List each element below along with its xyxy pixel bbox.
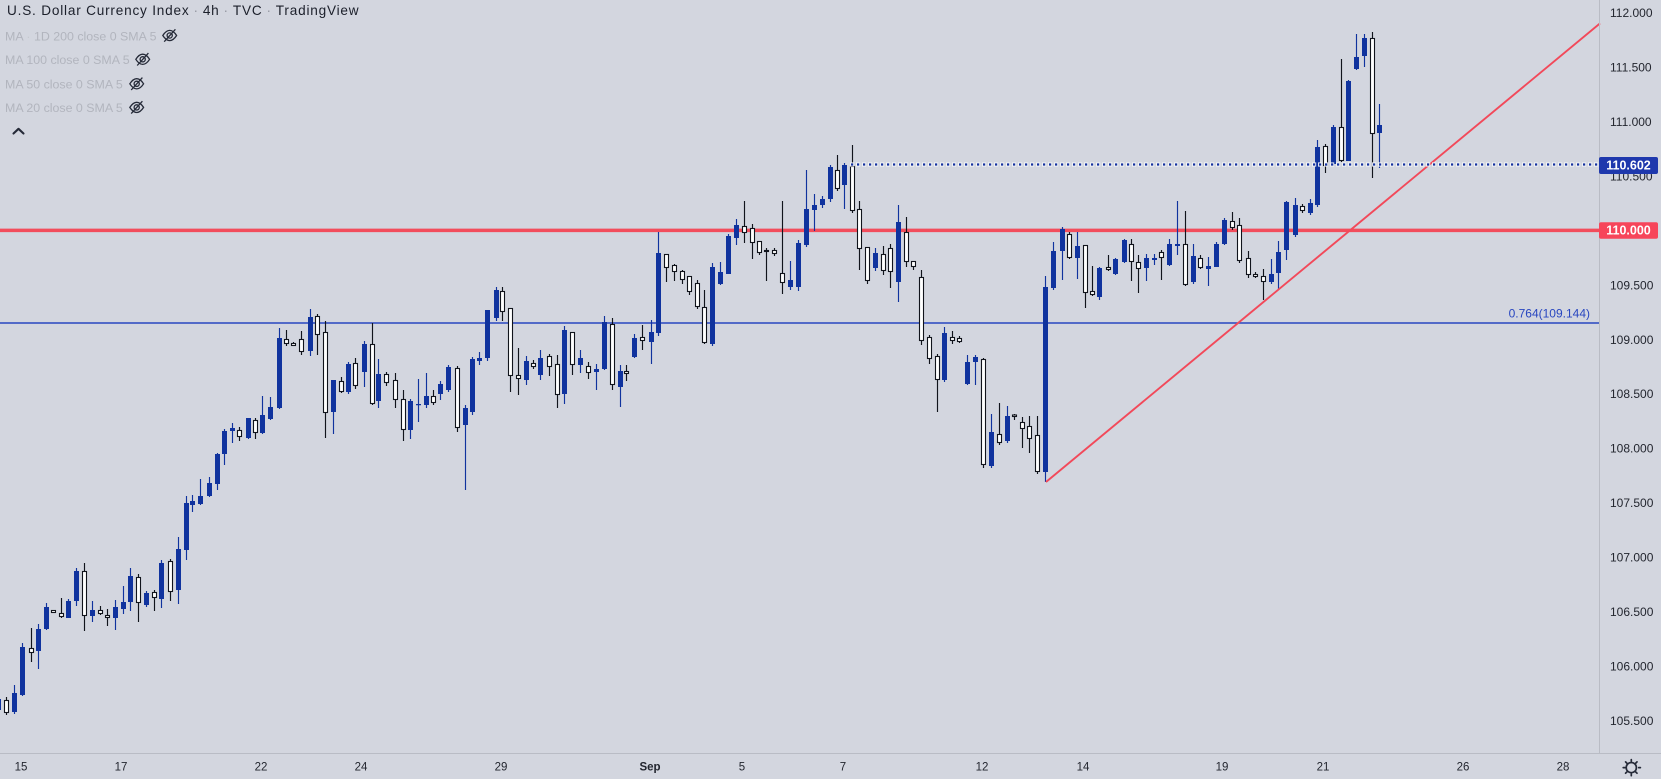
svg-text:19: 19 xyxy=(1216,762,1229,774)
svg-text:U.S. Dollar Currency Index·4h·: U.S. Dollar Currency Index · 4h · TVC · Tradin… xyxy=(7,3,359,18)
svg-text:28: 28 xyxy=(1557,762,1570,774)
svg-text:12: 12 xyxy=(976,762,989,774)
svg-text:109.500: 109.500 xyxy=(1610,278,1654,292)
svg-text:26: 26 xyxy=(1457,762,1470,774)
svg-text:106.000: 106.000 xyxy=(1610,659,1654,673)
svg-text:110.000: 110.000 xyxy=(1606,224,1651,238)
svg-text:0.764(109.144): 0.764(109.144) xyxy=(1509,307,1590,321)
svg-text:14: 14 xyxy=(1077,762,1090,774)
svg-text:107.500: 107.500 xyxy=(1610,496,1654,510)
svg-text:15: 15 xyxy=(15,762,28,774)
svg-text:107.000: 107.000 xyxy=(1610,551,1654,565)
svg-text:MA · 1D 200 close 0 SMA 5: MA · 1D 200 close 0 SMA 5 xyxy=(5,29,157,43)
svg-text:111.000: 111.000 xyxy=(1610,115,1652,129)
svg-text:21: 21 xyxy=(1317,762,1330,774)
svg-text:7: 7 xyxy=(840,762,846,774)
svg-text:105.500: 105.500 xyxy=(1610,714,1654,728)
svg-text:106.500: 106.500 xyxy=(1610,605,1654,619)
svg-text:109.000: 109.000 xyxy=(1610,333,1654,347)
svg-text:108.500: 108.500 xyxy=(1610,387,1654,401)
svg-text:110.602: 110.602 xyxy=(1606,159,1651,173)
svg-text:MA 100 close 0 SMA 5: MA 100 close 0 SMA 5 xyxy=(5,53,130,67)
svg-text:112.000: 112.000 xyxy=(1610,6,1653,20)
svg-text:108.000: 108.000 xyxy=(1610,442,1654,456)
svg-text:24: 24 xyxy=(355,762,368,774)
svg-text:22: 22 xyxy=(255,762,268,774)
svg-text:29: 29 xyxy=(495,762,508,774)
svg-text:17: 17 xyxy=(115,762,128,774)
svg-text:111.500: 111.500 xyxy=(1610,61,1652,75)
svg-text:MA 50 close 0 SMA 5: MA 50 close 0 SMA 5 xyxy=(5,78,123,92)
svg-text:Sep: Sep xyxy=(639,762,660,774)
svg-text:MA 20 close 0 SMA 5: MA 20 close 0 SMA 5 xyxy=(5,101,123,115)
svg-text:5: 5 xyxy=(739,762,745,774)
